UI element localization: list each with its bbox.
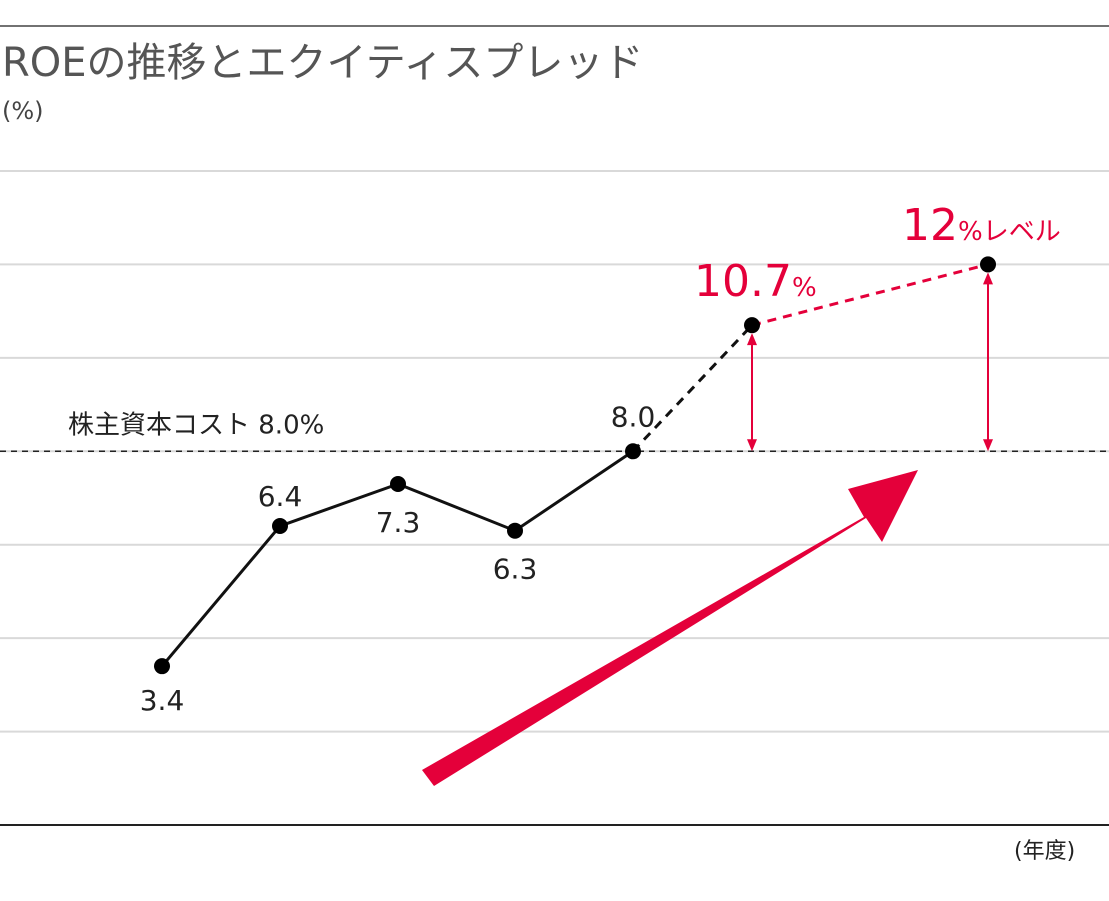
data-points xyxy=(154,256,996,675)
series-line xyxy=(751,262,989,327)
data-label: 6.4 xyxy=(258,480,303,513)
arrow-down-icon xyxy=(983,439,993,452)
data-label: 8.0 xyxy=(611,400,656,433)
chart-title: ROEの推移とエクイティスプレッド xyxy=(2,40,643,86)
y-axis-unit: (%) xyxy=(2,97,44,125)
target-value: 12 xyxy=(902,200,958,251)
data-point xyxy=(154,658,170,675)
data-label: 6.3 xyxy=(493,553,538,586)
equity-spread-arrows xyxy=(747,272,993,452)
target-highlight: 12%レベル xyxy=(902,200,1061,251)
data-point xyxy=(390,475,406,492)
data-point xyxy=(272,518,288,535)
data-label: 3.4 xyxy=(140,684,185,717)
series-line xyxy=(631,324,754,453)
data-point xyxy=(980,256,996,273)
data-point xyxy=(507,522,523,539)
arrow-up-icon xyxy=(747,333,757,346)
series-lines xyxy=(160,262,989,668)
growth-arrow-icon xyxy=(422,470,918,786)
target-unit: %レベル xyxy=(958,217,1061,247)
forecast-unit: % xyxy=(792,273,817,303)
arrow-down-icon xyxy=(747,439,757,452)
data-label: 7.3 xyxy=(376,506,421,539)
forecast-value: 10.7 xyxy=(694,256,792,307)
arrow-up-icon xyxy=(983,272,993,285)
data-point xyxy=(625,443,641,460)
x-axis-unit: (年度) xyxy=(1014,839,1075,864)
data-labels: 3.4 6.4 7.3 6.3 8.0 xyxy=(140,400,656,717)
cost-of-equity-label: 株主資本コスト 8.0% xyxy=(68,410,324,440)
forecast-highlight: 10.7% xyxy=(694,256,817,307)
data-point xyxy=(744,317,760,334)
